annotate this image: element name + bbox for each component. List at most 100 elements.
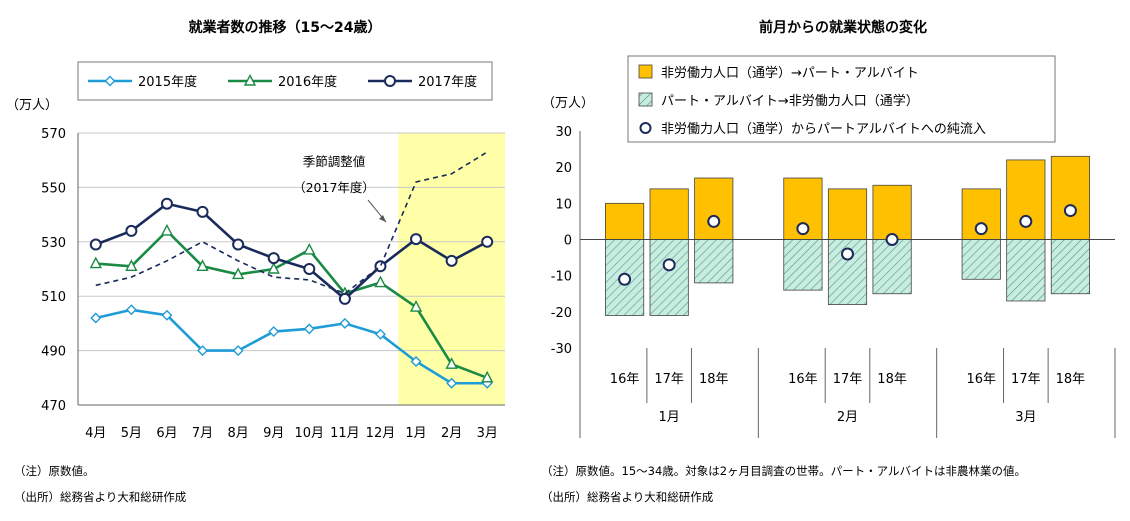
annotation-line1: 季節調整値 (303, 154, 366, 169)
bar-positive (649, 188, 689, 240)
line-chart-legend (77, 61, 493, 101)
bar-negative (694, 239, 734, 284)
data-point (445, 357, 458, 369)
net-flow-point (974, 222, 988, 236)
legend-marker (243, 73, 257, 86)
line-chart-legend-items: 2015年度 2016年度 2017年度 (88, 73, 477, 90)
data-point (410, 233, 423, 246)
bar-chart-plot-area (580, 155, 1115, 316)
net-flow-point (618, 272, 632, 286)
bar-negative (1050, 239, 1090, 295)
bar-chart-group-label: 1月 (659, 410, 680, 425)
series-line (95, 308, 488, 385)
net-flow-point (796, 222, 810, 236)
data-point (445, 254, 458, 267)
bar-chart-group-label: 3月 (1015, 410, 1036, 425)
series-line (95, 202, 488, 301)
legend-label: パート・アルバイト→非労働力人口（通学） (661, 93, 919, 109)
line-chart-x-tick: 7月 (192, 426, 213, 441)
bar-chart-x-tick: 16年 (788, 372, 818, 387)
data-point (267, 261, 280, 274)
bar-chart-y-tick: 30 (555, 125, 572, 140)
bar-chart-note: （注）原数値。15～34歳。対象は2ヶ月目調査の世帯。パート・アルバイトは非農林… (541, 464, 1026, 478)
line-chart-y-tick: 550 (41, 181, 66, 196)
line-chart-x-tick: 5月 (121, 426, 142, 441)
legend-marker (104, 75, 116, 87)
line-chart-x-axis: 4月 5月 6月 7月 8月 9月 10月 11月 12月 1月 2月 3月 (85, 426, 498, 441)
bar-chart-x-tick: 17年 (654, 372, 684, 387)
legend-marker-net (639, 122, 652, 134)
bar-chart-x-tick: 17年 (1011, 372, 1041, 387)
line-chart-x-tick: 6月 (156, 426, 177, 441)
data-point (90, 312, 102, 324)
bar-chart-y-axis: 30 20 10 0 -10 -20 -30 (551, 125, 572, 357)
legend-label: 2016年度 (278, 74, 337, 90)
net-flow-point (707, 214, 721, 228)
data-point (374, 275, 387, 288)
line-chart-y-tick: 570 (41, 127, 66, 142)
line-chart-gridlines (77, 132, 505, 406)
bar-chart: 前月からの就業状態の変化 （万人） 30 20 10 0 -10 -20 -30 16年 17… (542, 19, 1116, 438)
data-point (232, 238, 245, 251)
data-point (267, 252, 280, 265)
line-chart-y-tick: 530 (41, 236, 66, 251)
data-point (374, 328, 386, 340)
line-chart-plot-area (89, 151, 494, 389)
net-flow-point (1019, 214, 1033, 228)
line-chart-x-tick: 9月 (263, 426, 284, 441)
legend-label: 非労働力人口（通学）→パート・アルバイト (661, 65, 919, 81)
bar-chart-legend-items: 非労働力人口（通学）→パート・アルバイトパート・アルバイト→非労働力人口（通学）… (638, 64, 986, 137)
net-flow-point (841, 247, 854, 261)
data-point (338, 292, 351, 305)
net-flow-point (1063, 204, 1077, 218)
annotation-arrowhead (379, 215, 386, 222)
data-point (161, 309, 173, 321)
legend-swatch-negative (638, 92, 653, 107)
legend-label: 2015年度 (138, 74, 197, 90)
bar-chart-x-tick: 18年 (877, 372, 907, 387)
bar-chart-y-tick: -30 (551, 342, 572, 357)
data-point (231, 267, 245, 280)
line-chart: 就業者数の推移（15～24歳） （万人） 570550530510490470 … (6, 19, 505, 441)
line-chart-x-tick: 1月 (405, 426, 426, 441)
bar-chart-x-tick: 18年 (699, 372, 729, 387)
bar-positive (605, 202, 645, 240)
line-chart-source: （出所）総務省より大和総研作成 (14, 490, 187, 504)
bar-chart-y-tick: 10 (555, 197, 572, 212)
data-point (232, 345, 244, 357)
bar-negative (961, 239, 1001, 280)
line-chart-x-tick: 2月 (441, 426, 462, 441)
data-point (160, 223, 174, 236)
line-chart-y-unit: （万人） (6, 98, 58, 113)
bar-negative (872, 239, 912, 295)
bar-chart-y-tick: -10 (551, 270, 572, 285)
annotation-line2: （2017年度） (293, 180, 375, 195)
line-chart-y-tick: 470 (41, 399, 66, 414)
bar-chart-source: （出所）総務省より大和総研作成 (541, 490, 714, 504)
data-point (446, 377, 458, 389)
line-chart-y-tick: 510 (41, 290, 66, 305)
data-point (125, 224, 138, 237)
data-point (196, 205, 209, 218)
data-point (89, 256, 102, 269)
bar-chart-y-tick: 0 (564, 234, 572, 249)
bar-chart-x-tick: 16年 (966, 372, 996, 387)
data-point (89, 238, 102, 251)
line-chart-x-tick: 3月 (477, 426, 498, 441)
legend-label: 2017年度 (418, 74, 477, 90)
bar-negative (649, 239, 689, 316)
data-point (481, 235, 494, 248)
bar-chart-x-tick: 18年 (1056, 372, 1086, 387)
data-point (303, 323, 315, 335)
line-chart-x-tick: 8月 (227, 426, 248, 441)
bar-positive (694, 177, 734, 240)
data-point (160, 197, 173, 210)
data-point (268, 326, 280, 338)
data-point (125, 304, 137, 316)
bar-chart-x-tick: 16年 (610, 372, 640, 387)
net-flow-point (885, 233, 899, 246)
line-chart-title: 就業者数の推移（15～24歳） (189, 19, 382, 36)
data-point (196, 259, 209, 271)
bar-negative (1006, 239, 1046, 302)
bar-chart-x-tick: 17年 (833, 372, 863, 387)
